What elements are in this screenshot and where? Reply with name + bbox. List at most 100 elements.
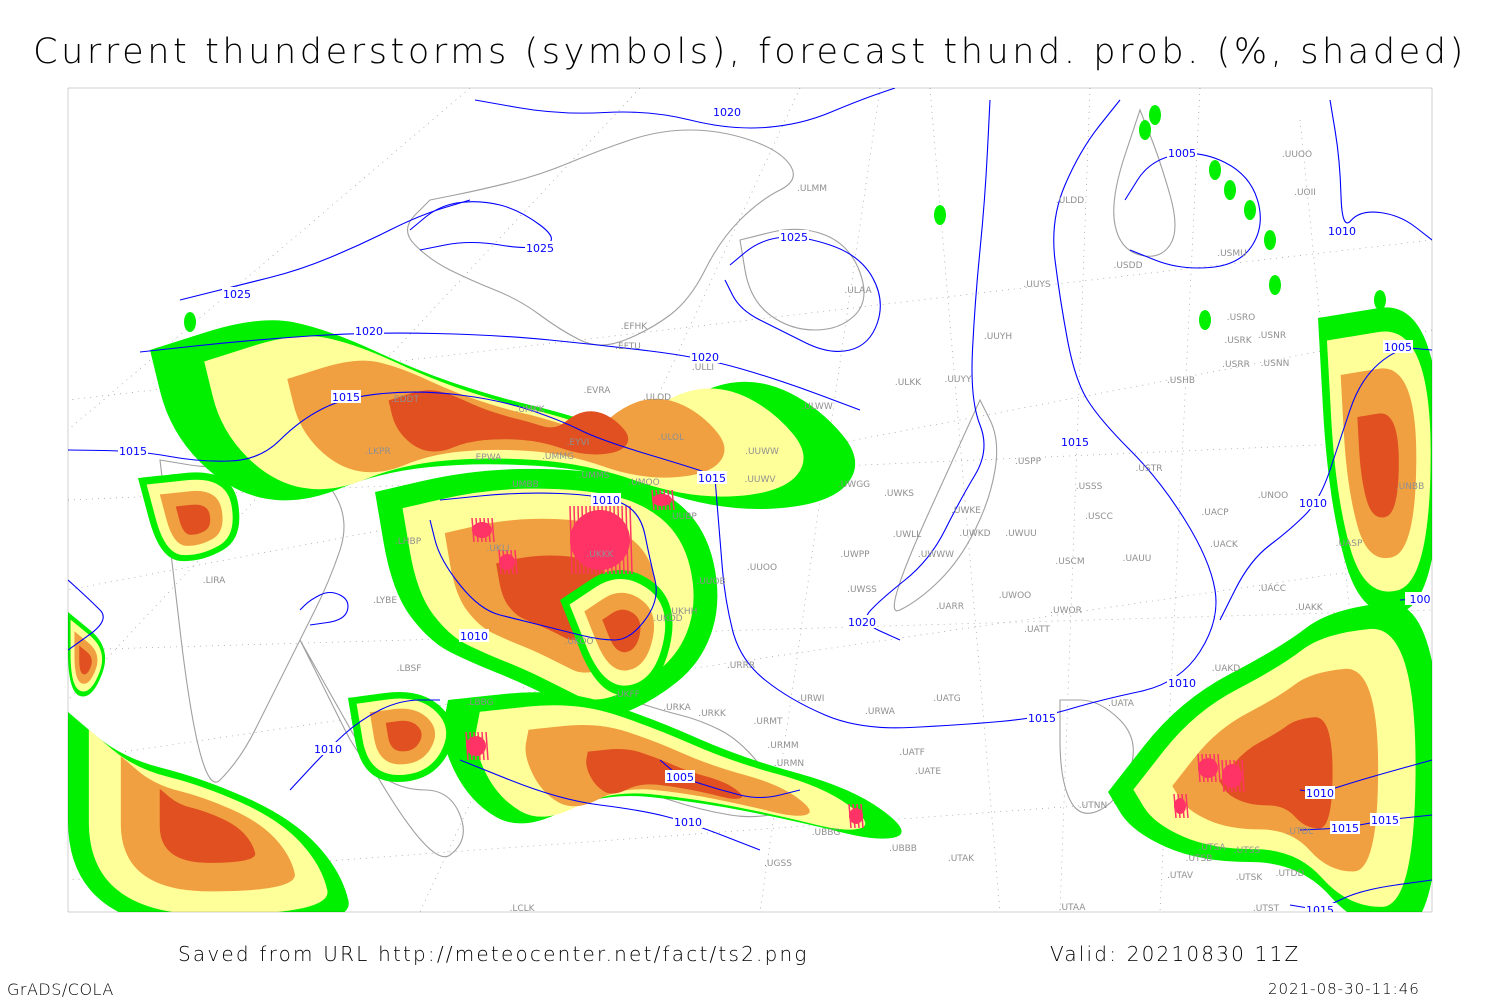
- grid-line: [1059, 88, 1091, 912]
- station-label: .UAUU: [1123, 554, 1152, 564]
- station-label: .UWOR: [1050, 606, 1082, 616]
- isobar-line: [68, 579, 104, 651]
- probability-area: [602, 609, 641, 653]
- isobar-line: [1329, 99, 1432, 241]
- station-label: .UWKD: [959, 529, 990, 539]
- station-label: .USRR: [1222, 360, 1250, 370]
- station-label: .UACK: [1210, 540, 1239, 550]
- isobar-label: 1010: [1306, 787, 1334, 800]
- source-url-text: Saved from URL http://meteocenter.net/fa…: [178, 942, 809, 966]
- isobar-label: 1025: [223, 288, 251, 301]
- isobar-label: 1015: [698, 472, 726, 485]
- isobar-label: 1015: [119, 445, 147, 458]
- station-label: .UKDD: [653, 614, 682, 624]
- station-label: .UTAK: [948, 854, 975, 864]
- station-label: .UKHH: [669, 607, 698, 617]
- station-label: .UWKS: [884, 489, 914, 499]
- station-label: .USNR: [1258, 331, 1286, 341]
- probability-area: [1199, 310, 1211, 330]
- station-label: .UOII: [1294, 188, 1316, 198]
- thunderstorm-symbol: [465, 731, 489, 761]
- station-label: .UWPP: [840, 550, 870, 560]
- station-label: .UATG: [933, 694, 960, 704]
- isobar-label: 1020: [713, 106, 741, 119]
- station-label: .USNN: [1261, 359, 1290, 369]
- station-label: .UWLL: [893, 530, 921, 540]
- station-label: .UTSA: [1199, 843, 1227, 853]
- station-label: .LYBE: [373, 596, 397, 606]
- station-label: .UACC: [1258, 584, 1286, 594]
- station-label: .UUBP: [669, 512, 697, 522]
- station-label: .UTSS: [1234, 846, 1261, 856]
- probability-area: [1224, 180, 1236, 200]
- station-label: .UNOO: [1258, 491, 1288, 501]
- station-label: .UUOO: [1282, 150, 1312, 160]
- station-label: .USCC: [1085, 512, 1113, 522]
- probability-area: [385, 720, 422, 752]
- thunderstorm-symbol: [848, 803, 864, 829]
- isobar-label: 1020: [355, 325, 383, 338]
- station-label: .UMKK: [515, 405, 545, 415]
- isobar-label: 1015: [1028, 712, 1056, 725]
- isobar-line: [429, 492, 657, 641]
- isobar-label: 1010: [1168, 677, 1196, 690]
- probability-area: [934, 205, 946, 225]
- isobar-label: 1010: [460, 630, 488, 643]
- station-label: .EPWA: [473, 453, 502, 463]
- station-label: .UUWV: [744, 475, 776, 485]
- station-label: .LKPR: [365, 447, 390, 457]
- station-label: .USCM: [1055, 557, 1084, 567]
- isobar-label: 1005: [1384, 341, 1412, 354]
- station-label: .EYVI: [567, 438, 590, 448]
- station-label: .UBBB: [889, 844, 917, 854]
- isobar-label: 1015: [1371, 814, 1399, 827]
- station-label: .ULOD: [643, 393, 671, 403]
- isobar-labels: 1020 1025 1025 1025 1020 1020 1015 1015 1015 1010…: [118, 105, 1432, 912]
- probability-area: [159, 788, 256, 863]
- station-label: .URKK: [698, 709, 727, 719]
- station-label: .UWGG: [838, 480, 870, 490]
- station-label: .UKFF: [614, 690, 640, 700]
- station-label: .URMM: [767, 741, 798, 751]
- station-label: .USPP: [1015, 457, 1042, 467]
- isobar-label: 1010: [592, 494, 620, 507]
- coastline: [406, 129, 794, 346]
- station-label: .ULDD: [1056, 196, 1084, 206]
- station-label: .UMOO: [628, 478, 659, 488]
- generated-timestamp: 2021-08-30-11:46: [1268, 980, 1420, 998]
- map-frame: [67, 87, 1433, 913]
- station-label: .UTDD: [1276, 869, 1305, 879]
- station-label: .ULKK: [895, 378, 922, 388]
- probability-area: [1139, 120, 1151, 140]
- station-label: .ULAA: [844, 286, 872, 296]
- isobar-label: 1015: [1061, 436, 1089, 449]
- station-label: .USMU: [1217, 249, 1247, 259]
- station-label: .URMT: [754, 717, 783, 727]
- isobar-label: 100: [1410, 593, 1431, 606]
- thunderstorm-symbol: [1221, 759, 1245, 793]
- isobar-line: [139, 332, 861, 411]
- station-label: .LHBP: [395, 537, 422, 547]
- isobar-line: [714, 99, 1217, 729]
- map-title: Current thunderstorms (symbols), forecas…: [33, 32, 1467, 72]
- station-label: .UTNN: [1079, 801, 1107, 811]
- station-label: .EFHK: [621, 322, 648, 332]
- grid-line: [759, 88, 881, 912]
- station-label: .UUWW: [745, 447, 779, 457]
- coastline: [739, 228, 865, 331]
- thunderstorm-probability-shading: [68, 105, 1432, 912]
- station-label: .UMMS: [579, 471, 610, 481]
- isobar-label: 1015: [332, 391, 360, 404]
- station-label: .UMBB: [509, 480, 539, 490]
- software-credit: GrADS/COLA: [7, 980, 114, 999]
- isobar-label: 1005: [1168, 147, 1196, 160]
- station-label: .UBBG: [812, 828, 841, 838]
- station-label: .UUOB: [696, 577, 725, 587]
- station-label: .UTAV: [1167, 871, 1194, 881]
- probability-area: [175, 504, 211, 535]
- isobar-label: 1015: [1331, 822, 1359, 835]
- station-label: .UMMG: [542, 452, 574, 462]
- isobar-line: [659, 759, 801, 799]
- probability-area: [1269, 275, 1281, 295]
